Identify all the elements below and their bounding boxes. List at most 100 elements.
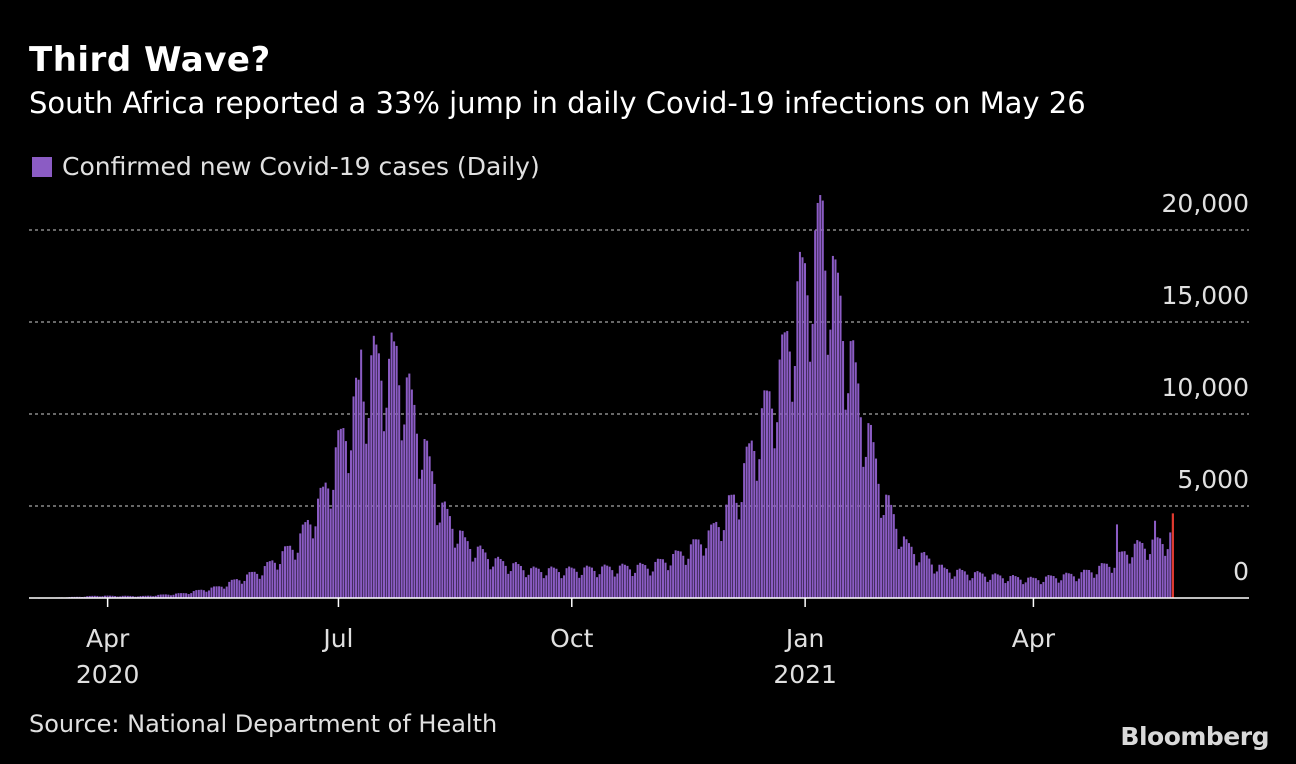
bar xyxy=(981,573,984,598)
bar xyxy=(385,407,388,598)
bar xyxy=(390,332,393,598)
bar xyxy=(854,362,857,598)
bar xyxy=(476,546,479,598)
bar xyxy=(182,593,185,598)
bar xyxy=(844,409,847,598)
bar xyxy=(869,424,872,598)
bar xyxy=(332,489,335,598)
bar xyxy=(672,554,675,598)
bar xyxy=(261,575,264,598)
bar xyxy=(1156,537,1159,598)
bar xyxy=(639,562,642,598)
bar xyxy=(1065,572,1068,598)
bar xyxy=(1004,583,1007,598)
bar xyxy=(971,578,974,598)
bar xyxy=(702,555,705,598)
bar xyxy=(507,573,510,598)
bar xyxy=(679,551,682,598)
bar xyxy=(131,596,134,598)
bar xyxy=(344,441,347,598)
bar xyxy=(509,571,512,598)
bar xyxy=(1138,541,1141,598)
y-axis: 0 5,000 10,000 15,000 20,000 xyxy=(1162,189,1249,586)
bar xyxy=(760,408,763,598)
bar xyxy=(938,564,941,598)
bar xyxy=(583,567,586,598)
bar xyxy=(311,538,314,598)
bar xyxy=(628,569,632,598)
bar xyxy=(352,396,355,598)
bar xyxy=(522,570,525,598)
bar xyxy=(448,516,451,598)
bar xyxy=(750,440,753,598)
bar xyxy=(537,568,540,598)
bar xyxy=(768,391,771,598)
bar xyxy=(400,440,403,598)
bar xyxy=(248,572,251,598)
bar xyxy=(689,544,692,598)
bar xyxy=(999,575,1002,598)
bar xyxy=(943,567,946,598)
bar xyxy=(276,569,279,598)
bar xyxy=(897,548,900,598)
y-tick-label: 0 xyxy=(1233,557,1249,586)
bar xyxy=(1113,567,1116,598)
bar xyxy=(798,251,801,598)
bar xyxy=(1024,582,1027,598)
bar xyxy=(124,595,127,598)
bar xyxy=(783,332,786,598)
bar xyxy=(1098,565,1101,598)
bar xyxy=(322,486,325,598)
bar xyxy=(905,539,908,598)
bar xyxy=(1055,578,1058,598)
bar xyxy=(875,458,878,598)
bar xyxy=(1136,540,1139,598)
bar xyxy=(1062,574,1065,598)
bar xyxy=(329,508,332,598)
bar xyxy=(446,508,449,598)
bar xyxy=(347,473,350,598)
bar xyxy=(611,570,614,598)
bar xyxy=(1027,577,1030,598)
bar xyxy=(253,571,256,598)
bar xyxy=(984,576,987,598)
bar xyxy=(1121,551,1124,598)
bar xyxy=(1118,551,1121,598)
bar xyxy=(428,456,431,598)
bar xyxy=(535,567,538,598)
bar xyxy=(314,526,317,598)
bar xyxy=(771,408,774,598)
chart-title: Third Wave? xyxy=(29,40,271,80)
bar xyxy=(684,564,687,598)
bar xyxy=(542,578,545,598)
bar xyxy=(162,594,165,598)
bar xyxy=(167,594,170,598)
bar xyxy=(573,568,576,598)
bar xyxy=(1151,539,1154,598)
legend-label: Confirmed new Covid-19 cases (Daily) xyxy=(62,152,540,181)
bar xyxy=(256,573,259,598)
bar xyxy=(705,548,708,598)
bar xyxy=(890,504,893,598)
bar xyxy=(882,515,885,598)
bar xyxy=(98,596,101,598)
bar xyxy=(388,358,391,598)
bar xyxy=(608,566,611,598)
bar xyxy=(694,539,697,598)
bar xyxy=(187,594,190,598)
x-tick-label: Jan xyxy=(784,624,825,653)
bar xyxy=(1166,549,1169,598)
bar xyxy=(763,390,766,598)
bar xyxy=(299,533,302,598)
bar xyxy=(319,487,322,598)
bar xyxy=(649,575,652,598)
bar xyxy=(499,558,502,598)
bar xyxy=(935,571,938,598)
bar xyxy=(243,580,246,598)
bar xyxy=(596,577,599,598)
bar xyxy=(306,519,309,598)
bar xyxy=(892,514,895,598)
bar xyxy=(659,558,662,598)
bar xyxy=(996,574,999,598)
bar xyxy=(142,595,145,598)
